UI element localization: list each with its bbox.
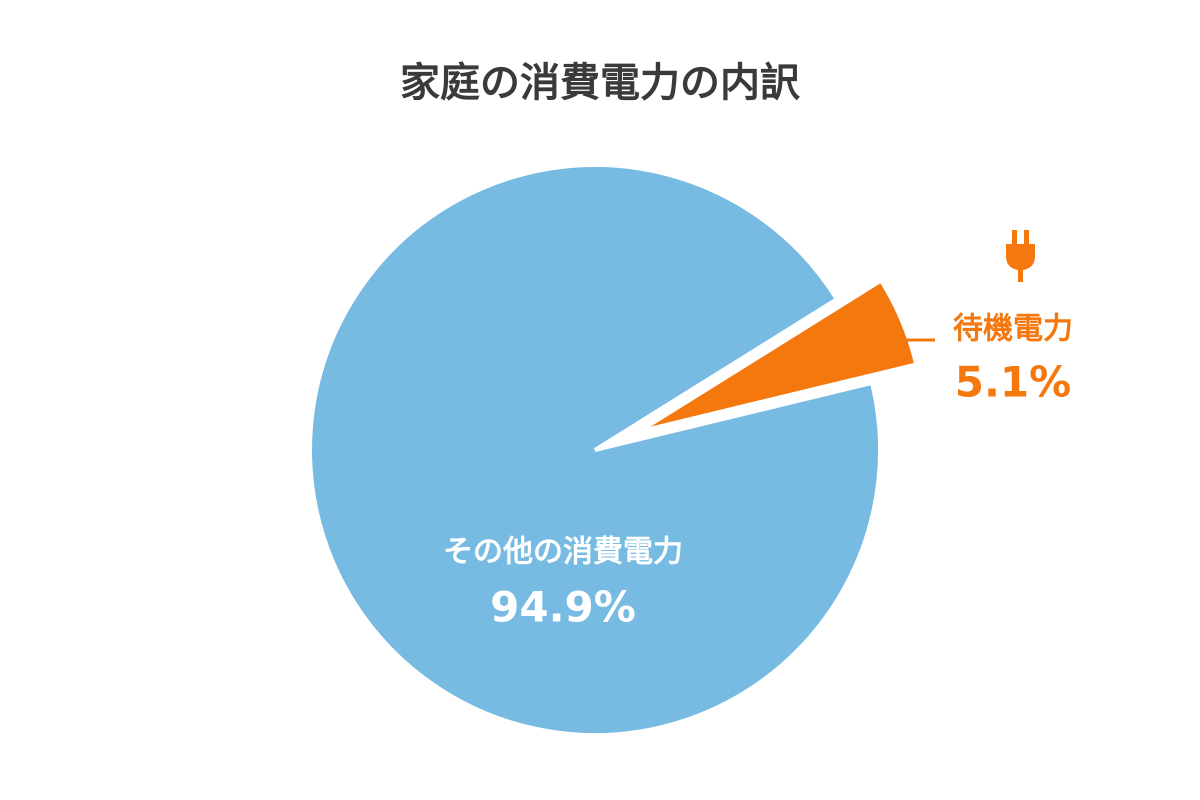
pie-slice [638,277,919,434]
value-label: 94.9% [490,583,636,632]
value-label: 5.1% [955,358,1071,407]
slice-label: 待機電力 [953,312,1073,347]
plug-icon [1006,230,1035,282]
slice-group [308,163,882,737]
chart-title: 家庭の消費電力の内訳 [400,60,801,106]
slice-label: その他の消費電力 [443,535,683,570]
pie-slice [308,163,882,737]
slice-group [638,277,919,434]
